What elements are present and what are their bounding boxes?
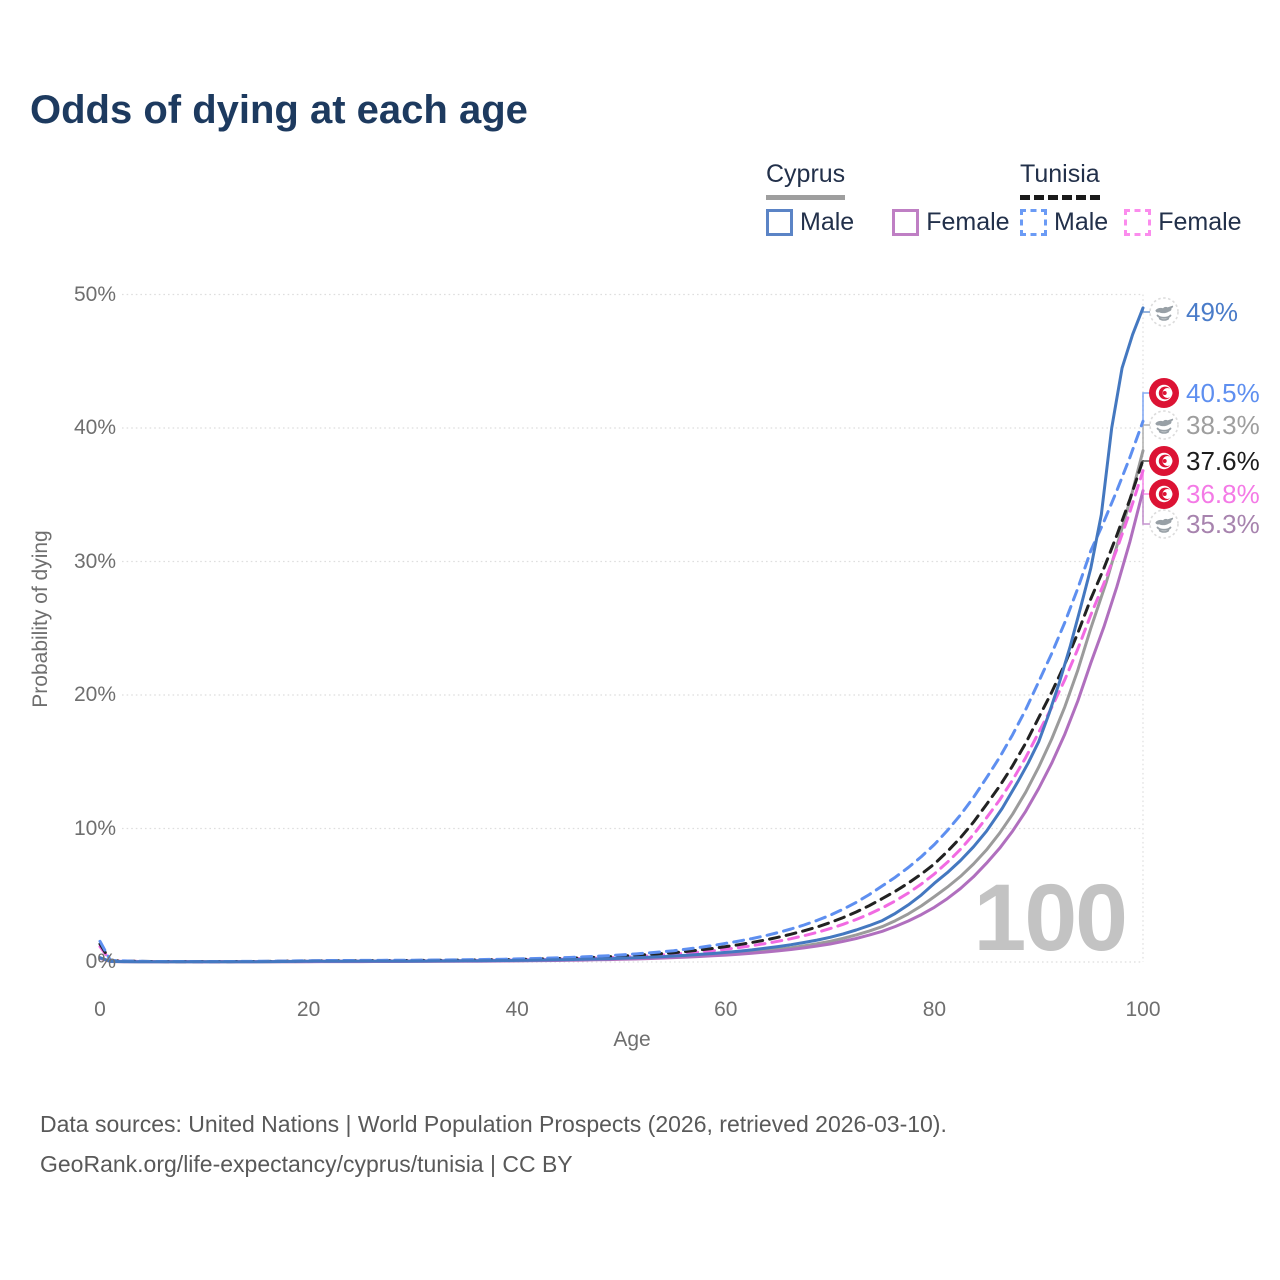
legend-item-tunisia-female[interactable]: Female bbox=[1124, 208, 1242, 237]
legend-group-tunisia: Tunisia Male Female bbox=[1020, 160, 1242, 237]
y-tick-label-10: 10% bbox=[73, 816, 116, 840]
legend-group-title-tunisia: Tunisia bbox=[1020, 160, 1100, 200]
footer: Data sources: United Nations | World Pop… bbox=[40, 1104, 947, 1184]
cyprus-flag-icon bbox=[1149, 297, 1179, 327]
legend-item-label: Female bbox=[1158, 208, 1242, 236]
end-label-cyprus-male: 49% bbox=[1149, 295, 1238, 329]
cyprus-flag-icon bbox=[1149, 410, 1179, 440]
y-tick-label-20: 20% bbox=[73, 683, 116, 706]
x-tick-label-80: 80 bbox=[922, 998, 947, 1021]
y-axis-title: Probability of dying bbox=[29, 530, 52, 708]
tunisia-flag-icon bbox=[1149, 479, 1179, 509]
footer-data-sources: Data sources: United Nations | World Pop… bbox=[40, 1111, 947, 1137]
end-label-value: 36.8% bbox=[1186, 478, 1260, 509]
end-label-value: 38.3% bbox=[1186, 409, 1260, 440]
legend: Cyprus Male Female Tunisia Male bbox=[766, 160, 1280, 250]
y-tick-label-40: 40% bbox=[73, 416, 116, 439]
end-label-tunisia-female: 36.8% bbox=[1149, 477, 1260, 511]
end-label-value: 37.6% bbox=[1186, 445, 1260, 476]
x-tick-label-60: 60 bbox=[714, 998, 738, 1021]
y-tick-label-50: 50% bbox=[73, 282, 116, 306]
tunisia-flag-icon bbox=[1149, 378, 1179, 408]
x-tick-label-100: 100 bbox=[1125, 998, 1161, 1021]
legend-item-cyprus-female[interactable]: Female bbox=[892, 208, 1010, 237]
x-axis-title: Age bbox=[613, 1028, 651, 1051]
end-label-tunisia-male: 40.5% bbox=[1149, 376, 1260, 410]
end-label-cyprus-combined: 38.3% bbox=[1149, 408, 1260, 442]
end-label-value: 35.3% bbox=[1186, 508, 1260, 539]
legend-item-label: Female bbox=[926, 208, 1010, 236]
footer-attribution: GeoRank.org/life-expectancy/cyprus/tunis… bbox=[40, 1151, 573, 1177]
page-title: Odds of dying at each age bbox=[30, 88, 528, 132]
end-label-cyprus-female: 35.3% bbox=[1149, 507, 1260, 541]
x-tick-label-20: 20 bbox=[296, 998, 321, 1021]
y-tick-label-30: 30% bbox=[73, 549, 116, 573]
cyprus-flag-icon bbox=[1149, 509, 1179, 539]
legend-item-tunisia-male[interactable]: Male bbox=[1020, 208, 1108, 237]
legend-item-label: Male bbox=[800, 208, 855, 236]
watermark-age-100: 100 bbox=[973, 865, 1128, 971]
legend-group-title-cyprus: Cyprus bbox=[766, 160, 846, 200]
legend-group-cyprus: Cyprus Male Female bbox=[766, 160, 1010, 237]
legend-checkbox-icon bbox=[766, 209, 793, 236]
end-label-tunisia-combined: 37.6% bbox=[1149, 444, 1260, 478]
legend-item-label: Male bbox=[1054, 208, 1109, 236]
end-label-value: 40.5% bbox=[1186, 377, 1260, 408]
legend-item-cyprus-male[interactable]: Male bbox=[766, 208, 854, 237]
legend-checkbox-icon bbox=[1020, 209, 1047, 236]
legend-checkbox-icon bbox=[892, 209, 920, 236]
end-label-value: 49% bbox=[1186, 296, 1239, 327]
x-tick-label-40: 40 bbox=[505, 998, 529, 1021]
y-tick-label-0: 0% bbox=[85, 950, 116, 973]
tunisia-flag-icon bbox=[1149, 446, 1179, 476]
legend-checkbox-icon bbox=[1124, 209, 1152, 236]
x-tick-label-0: 0 bbox=[94, 998, 106, 1021]
